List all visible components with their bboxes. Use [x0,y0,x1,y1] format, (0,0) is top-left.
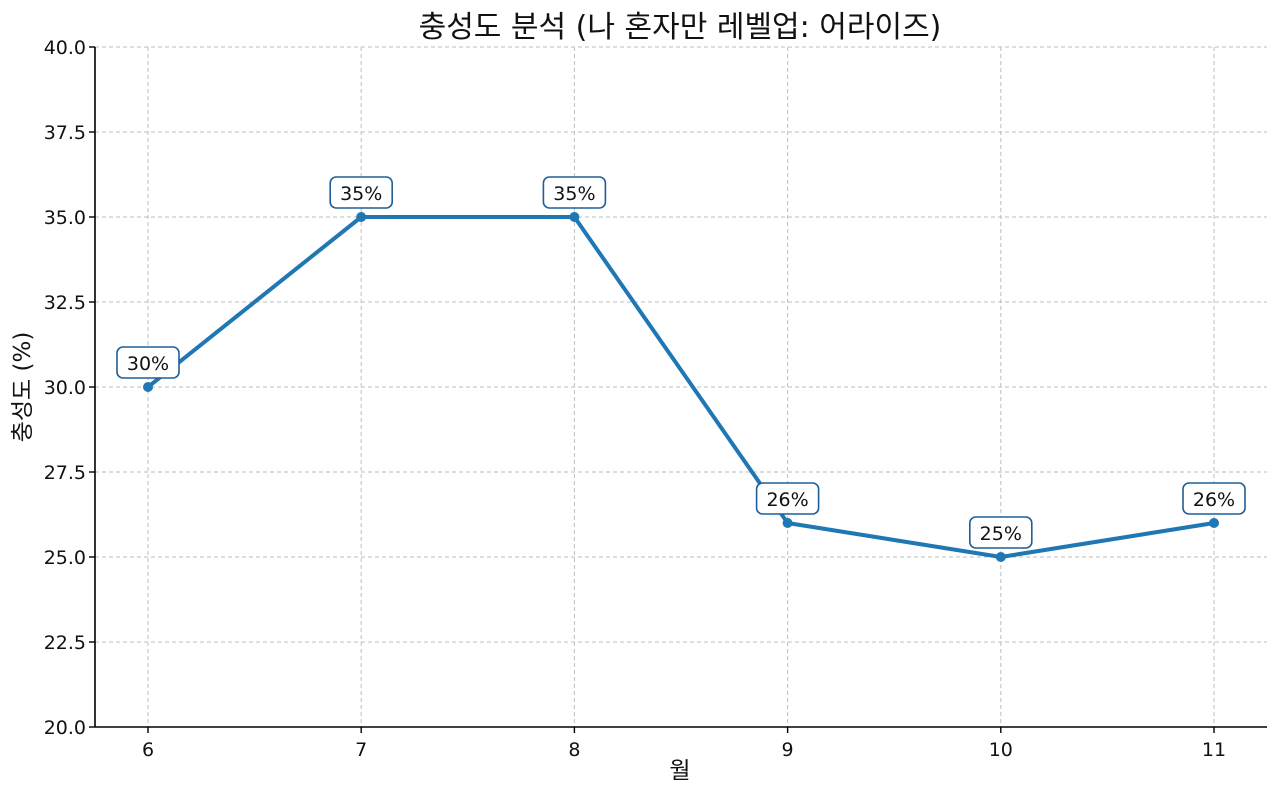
data-point [1209,518,1219,528]
chart-title: 충성도 분석 (나 혼자만 레벨업: 어라이즈) [419,10,942,45]
y-tick-label: 25.0 [44,547,86,569]
x-tick-label: 9 [782,739,794,761]
data-label-text: 25% [980,523,1022,545]
data-label: 25% [968,516,1033,549]
y-tick-label: 35.0 [44,207,86,229]
data-point [143,382,153,392]
data-label-box [329,176,394,209]
y-tick-label: 22.5 [44,632,86,654]
y-tick-label: 27.5 [44,462,86,484]
x-tick-label: 7 [355,739,367,761]
y-tick-label: 30.0 [44,377,86,399]
data-point [356,212,367,222]
data-label-box [968,516,1033,549]
data-label-text: 26% [766,489,808,511]
x-tick-label: 6 [142,739,154,761]
y-tick-label: 40.0 [44,37,86,59]
data-label-text: 35% [553,183,595,205]
data-label: 26% [755,482,820,515]
series-layer [143,212,1219,562]
data-label: 35% [329,176,394,209]
x-axis-label: 월 [669,758,690,784]
data-point [995,552,1006,562]
data-label-text: 30% [127,353,169,375]
data-label: 30% [116,346,180,379]
grid-layer [95,46,1267,728]
data-label-box [1182,482,1246,515]
data-label: 26% [1182,482,1246,515]
data-label-box [755,482,820,515]
x-tick-label: 8 [568,739,580,761]
data-point [569,212,580,222]
x-tick-label: 10 [989,739,1013,761]
y-tick-label: 32.5 [44,292,86,314]
data-label-box [116,346,180,379]
ticks-layer: 20.0 22.5 25.0 27.5 30.0 32.5 35.0 37.5 40.0 6 7 8 9… [44,37,1226,761]
y-tick-label: 37.5 [44,122,86,144]
y-axis-label: 충성도 (%) [10,332,36,443]
x-tick-label: 11 [1202,739,1226,761]
series-line [146,215,1215,559]
data-label: 35% [542,176,607,209]
data-point [782,518,793,528]
data-labels-layer: 30% 35% 35% 26% 25% 26% [116,176,1246,549]
data-label-box [542,176,607,209]
y-tick-label: 20.0 [44,717,86,739]
data-label-text: 35% [340,183,382,205]
data-label-text: 26% [1193,489,1235,511]
